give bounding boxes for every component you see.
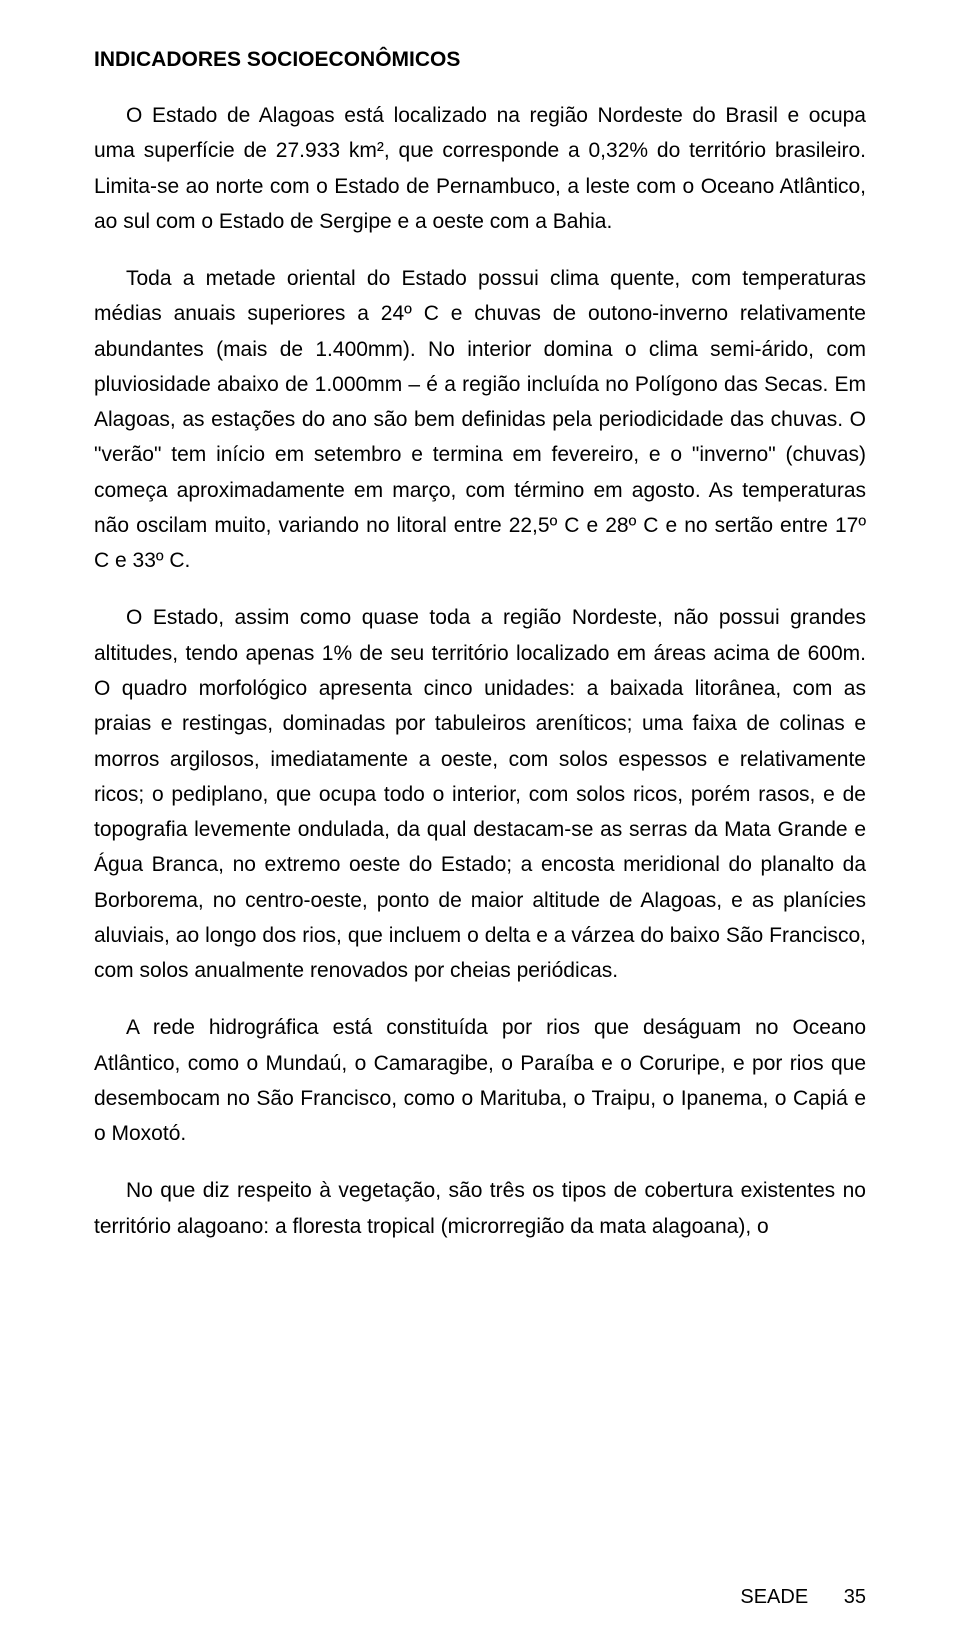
- body-paragraph: No que diz respeito à vegetação, são trê…: [94, 1173, 866, 1244]
- body-paragraph: O Estado, assim como quase toda a região…: [94, 600, 866, 988]
- page-number: 35: [844, 1586, 866, 1608]
- document-page: INDICADORES SOCIOECONÔMICOS O Estado de …: [0, 0, 960, 1639]
- body-paragraph: Toda a metade oriental do Estado possui …: [94, 261, 866, 578]
- body-paragraph: O Estado de Alagoas está localizado na r…: [94, 98, 866, 239]
- page-footer: SEADE 35: [740, 1586, 866, 1609]
- footer-label: SEADE: [740, 1586, 808, 1608]
- page-title: INDICADORES SOCIOECONÔMICOS: [94, 48, 866, 72]
- body-paragraph: A rede hidrográfica está constituída por…: [94, 1010, 866, 1151]
